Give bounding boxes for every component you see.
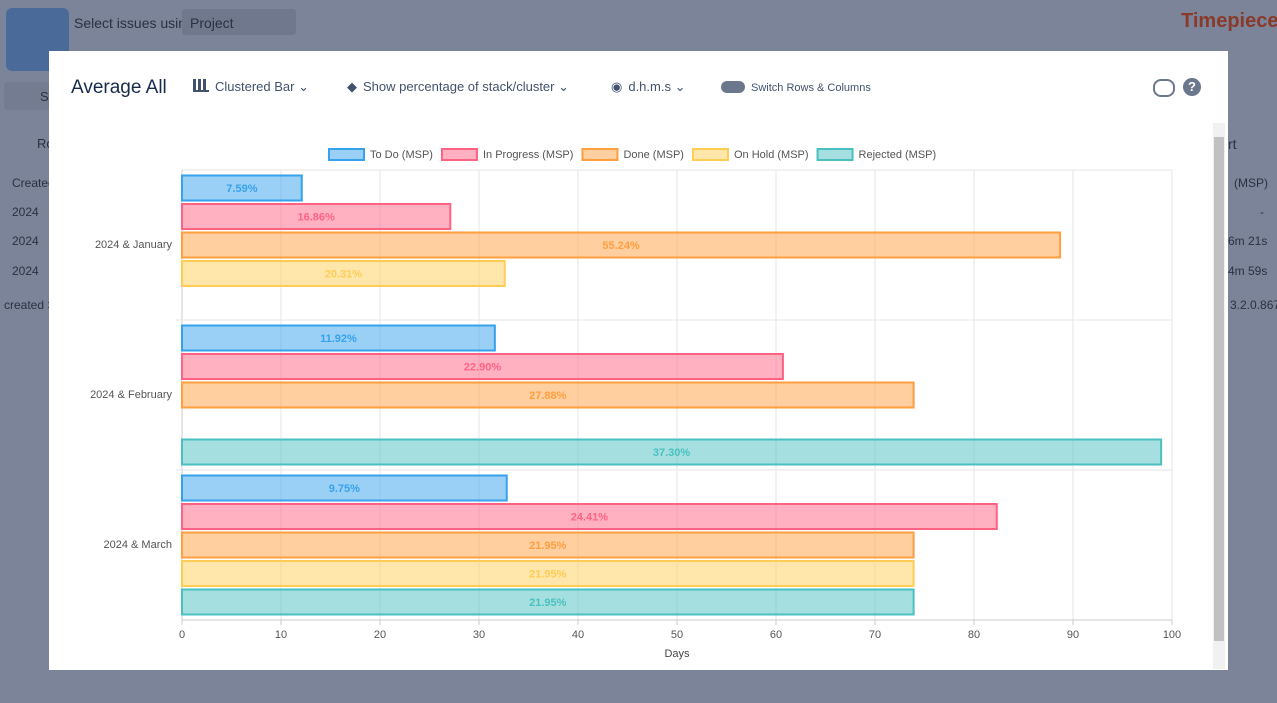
bar: [181, 588, 915, 616]
chart-type-menu[interactable]: Clustered Bar ⌄: [193, 79, 309, 95]
modal-title: Average All: [71, 77, 167, 98]
bar-label: 11.92%: [320, 333, 357, 345]
bar: [181, 560, 915, 587]
switch-label: Switch Rows & Columns: [751, 82, 871, 94]
format-menu[interactable]: ◉ d.h.m.s ⌄: [611, 79, 686, 94]
bar: [181, 231, 1062, 259]
bar: [181, 438, 1163, 466]
x-tick-label: 0: [179, 629, 185, 641]
chart-type: Clustered Bar: [215, 79, 295, 94]
legend-label: On Hold (MSP): [734, 149, 809, 161]
bar: [181, 324, 496, 352]
logo: Timepiece: [1181, 10, 1277, 32]
y-tick-label: 2024 & March: [104, 539, 172, 551]
bar: [181, 381, 915, 409]
download-button[interactable]: [1153, 79, 1175, 97]
bar: [181, 474, 508, 502]
bar: [181, 503, 998, 530]
bar: [181, 174, 303, 202]
bar: [181, 203, 452, 230]
x-tick-label: 20: [374, 629, 386, 641]
x-tick-label: 50: [671, 629, 683, 641]
bar: [181, 353, 784, 380]
x-axis-label: Days: [664, 648, 690, 660]
column-header: Created: [12, 176, 55, 190]
footer: created >: [4, 298, 55, 312]
percentage-option: Show percentage of stack/cluster: [363, 79, 555, 94]
right-column: (MSP): [1234, 176, 1268, 190]
help-button[interactable]: ?: [1183, 78, 1201, 96]
right-cell: 4m 59s: [1228, 264, 1268, 278]
format-option: d.h.m.s: [628, 79, 671, 94]
legend-label: To Do (MSP): [370, 149, 433, 161]
project-select[interactable]: Project: [182, 9, 296, 35]
bar-label: 7.59%: [226, 183, 257, 195]
x-tick-label: 100: [1163, 629, 1181, 641]
legend-label: Rejected (MSP): [859, 149, 937, 161]
legend-swatch: [328, 148, 365, 161]
select-value: Project: [190, 15, 234, 31]
y-tick-label: 2024 & January: [95, 239, 173, 251]
y-tick-label: 2024 & February: [90, 389, 172, 401]
right-cell: -: [1260, 205, 1264, 219]
row-cell: 2024: [12, 264, 39, 278]
right-cell: 6m 21s: [1228, 234, 1268, 248]
legend-label: In Progress (MSP): [483, 149, 573, 161]
x-tick-label: 90: [1067, 629, 1079, 641]
legend-label: Done (MSP): [623, 149, 684, 161]
x-tick-label: 80: [968, 629, 980, 641]
bar-label: 20.31%: [325, 268, 363, 280]
bar-label: 16.86%: [297, 211, 335, 223]
bar-label: 21.95%: [529, 568, 567, 580]
right-header: rt: [1228, 136, 1237, 152]
scrollbar[interactable]: [1213, 123, 1225, 669]
bar-label: 37.30%: [653, 447, 691, 459]
bar-label: 22.90%: [464, 361, 502, 373]
version: 3.2.0.867: [1230, 298, 1277, 312]
percentage-menu[interactable]: ◆ Show percentage of stack/cluster ⌄: [347, 79, 570, 94]
legend-swatch: [691, 148, 729, 161]
row-cell: 2024: [12, 205, 39, 219]
x-tick-label: 40: [572, 629, 584, 641]
row-cell: 2024: [12, 234, 39, 248]
bar: [181, 531, 915, 559]
bar-label: 27.88%: [529, 390, 567, 402]
x-tick-label: 70: [869, 629, 881, 641]
bar-label: 9.75%: [329, 483, 360, 495]
x-tick-label: 30: [473, 629, 485, 641]
legend-swatch: [581, 148, 619, 161]
legend-swatch: [816, 148, 854, 161]
bar: [181, 260, 506, 287]
bar-label: 24.41%: [571, 511, 609, 523]
x-tick-label: 60: [770, 629, 782, 641]
switch[interactable]: Switch Rows & Columns: [721, 81, 871, 94]
bar-label: 21.95%: [529, 540, 567, 552]
select-label: Select issues using: [74, 15, 194, 31]
x-tick-label: 10: [275, 629, 287, 641]
bar-label: 55.24%: [602, 240, 640, 252]
bar-label: 21.95%: [529, 597, 567, 609]
legend-swatch: [440, 148, 478, 161]
